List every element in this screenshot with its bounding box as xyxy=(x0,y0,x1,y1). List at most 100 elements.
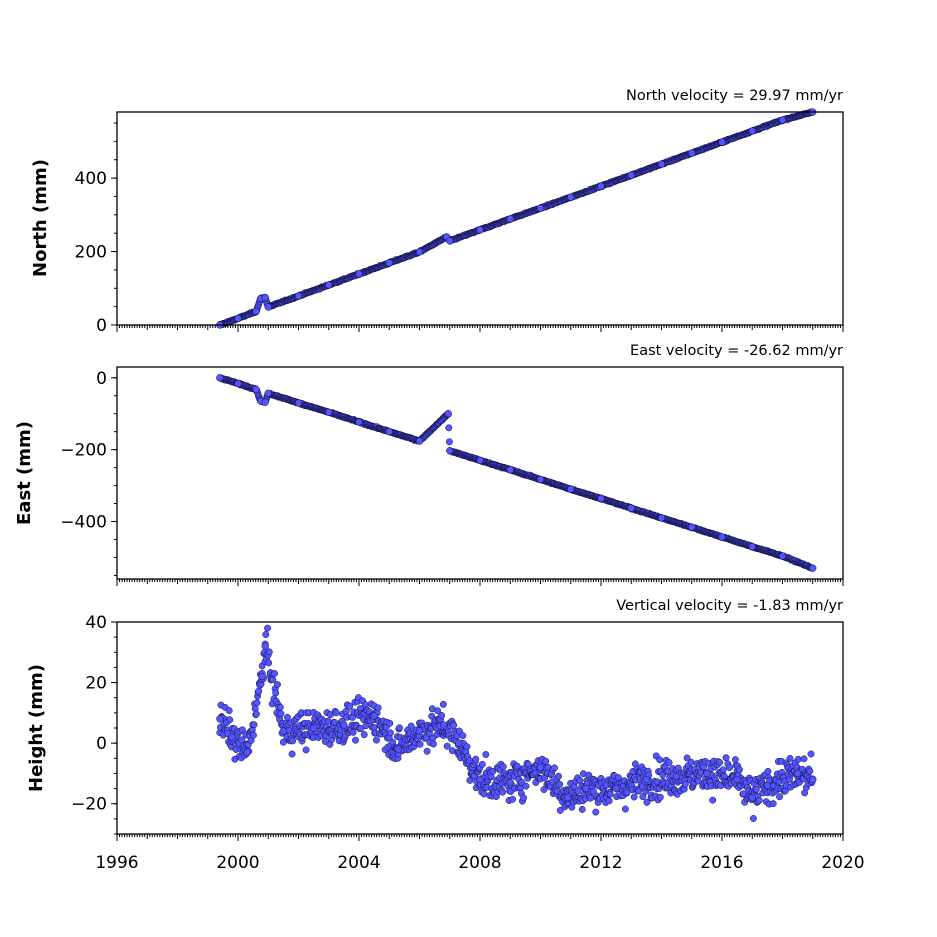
height-data-point xyxy=(346,702,354,710)
height-data-point xyxy=(360,731,368,739)
height-data-point xyxy=(443,742,451,750)
height-data-point xyxy=(733,775,741,784)
height-data-point xyxy=(463,743,471,751)
east-data-point xyxy=(536,475,545,484)
east-data-point xyxy=(261,398,269,406)
north-data-point xyxy=(688,149,696,157)
height-data-point xyxy=(499,763,507,771)
east-data-point xyxy=(385,428,393,436)
height-data-point xyxy=(731,756,739,764)
height-data-point xyxy=(556,780,564,788)
height-data-point xyxy=(283,713,291,721)
height-data-point xyxy=(555,772,562,780)
east-y-axis-title: East (mm) xyxy=(14,421,35,525)
east-data-point xyxy=(688,523,696,531)
height-data-point xyxy=(703,769,711,778)
height-data-point xyxy=(216,715,224,723)
height-data-point xyxy=(225,707,233,715)
height-data-point xyxy=(522,782,530,790)
height-data-point xyxy=(726,764,734,772)
height-data-point xyxy=(450,721,458,729)
north-ticks: 0 200 400 xyxy=(75,122,844,336)
height-data-point xyxy=(764,768,772,775)
height-data-point xyxy=(430,740,437,748)
height-data-point xyxy=(709,796,717,804)
east-ytick-label: −200 xyxy=(60,441,107,461)
height-data-point xyxy=(722,754,730,762)
east-velocity-label: East velocity = -26.62 mm/yr xyxy=(630,343,843,359)
height-ytick-label: 20 xyxy=(85,674,107,694)
height-data-point xyxy=(716,759,724,766)
height-data-point xyxy=(258,672,266,681)
height-data-point xyxy=(582,784,590,793)
height-data-point xyxy=(374,704,382,712)
east-ytick-label: 0 xyxy=(96,369,107,389)
north-data-point xyxy=(325,281,333,289)
north-data-point xyxy=(536,204,545,212)
height-data-point xyxy=(587,794,594,802)
height-data-point xyxy=(255,687,263,695)
height-data-point xyxy=(592,808,600,816)
north-data-point xyxy=(718,138,726,146)
height-data-point xyxy=(656,793,664,801)
east-data-point xyxy=(252,385,260,393)
x-tick-label: 2008 xyxy=(458,853,501,873)
height-data-point xyxy=(513,762,521,770)
east-data-point xyxy=(809,564,817,572)
height-data-point xyxy=(606,790,614,798)
height-data-point xyxy=(472,755,480,763)
height-data-point xyxy=(806,767,814,775)
north-data-point xyxy=(261,293,269,302)
north-ytick-label: 400 xyxy=(75,169,107,189)
height-data-point xyxy=(478,760,486,768)
height-data-point xyxy=(755,796,763,804)
north-data-point xyxy=(415,248,424,256)
height-data-point xyxy=(352,736,359,744)
east-data-point xyxy=(325,408,333,416)
height-data-point xyxy=(769,800,777,808)
north-velocity-label: North velocity = 29.97 mm/yr xyxy=(626,88,843,104)
height-data-point xyxy=(748,794,756,802)
east-data-point xyxy=(445,438,453,446)
height-data-point xyxy=(265,648,273,656)
north-data-point xyxy=(234,314,242,323)
height-data-points xyxy=(216,624,817,822)
height-data-point xyxy=(578,805,586,813)
height-data-point xyxy=(482,751,490,758)
height-data-point xyxy=(271,670,278,677)
north-y-axis-title: North (mm) xyxy=(30,159,51,277)
height-data-point xyxy=(476,775,484,784)
height-data-point xyxy=(253,699,261,707)
east-data-point xyxy=(748,543,756,551)
east-data-point xyxy=(234,379,242,388)
x-tick-label: 1996 xyxy=(95,853,138,873)
height-data-point xyxy=(273,681,281,688)
north-ytick-label: 0 xyxy=(96,316,107,336)
height-data-point xyxy=(279,738,287,746)
height-data-point xyxy=(423,747,431,755)
height-data-point xyxy=(265,659,273,667)
height-data-point xyxy=(252,710,260,718)
east-data-point xyxy=(216,374,224,382)
height-data-point xyxy=(665,759,673,766)
height-data-point xyxy=(394,745,402,753)
east-data-point xyxy=(415,437,424,445)
height-data-point xyxy=(434,707,441,715)
east-data-point xyxy=(355,418,363,426)
north-data-point xyxy=(627,171,635,179)
height-data-point xyxy=(407,722,415,730)
east-data-point xyxy=(445,424,453,432)
height-data-point xyxy=(340,721,348,729)
height-data-point xyxy=(687,758,695,766)
height-data-point xyxy=(289,737,297,745)
east-data-points xyxy=(216,374,817,572)
height-data-point xyxy=(279,727,288,735)
height-data-point xyxy=(786,755,794,762)
height-data-point xyxy=(373,736,380,744)
height-ytick-label: 40 xyxy=(85,613,107,633)
east-plot-frame xyxy=(116,366,844,580)
height-data-point xyxy=(793,769,802,778)
east-data-point xyxy=(567,485,575,493)
height-data-point xyxy=(520,794,528,802)
